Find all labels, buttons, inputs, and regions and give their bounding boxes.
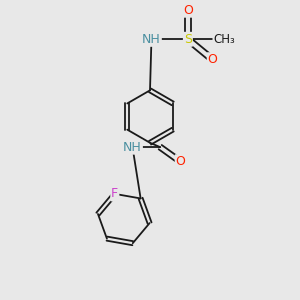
Text: CH₃: CH₃	[213, 33, 235, 46]
Text: NH: NH	[142, 33, 161, 46]
Text: O: O	[208, 53, 218, 66]
Text: O: O	[176, 155, 185, 168]
Text: NH: NH	[123, 141, 142, 154]
Text: O: O	[183, 4, 193, 17]
Text: S: S	[184, 33, 192, 46]
Text: F: F	[111, 188, 118, 200]
